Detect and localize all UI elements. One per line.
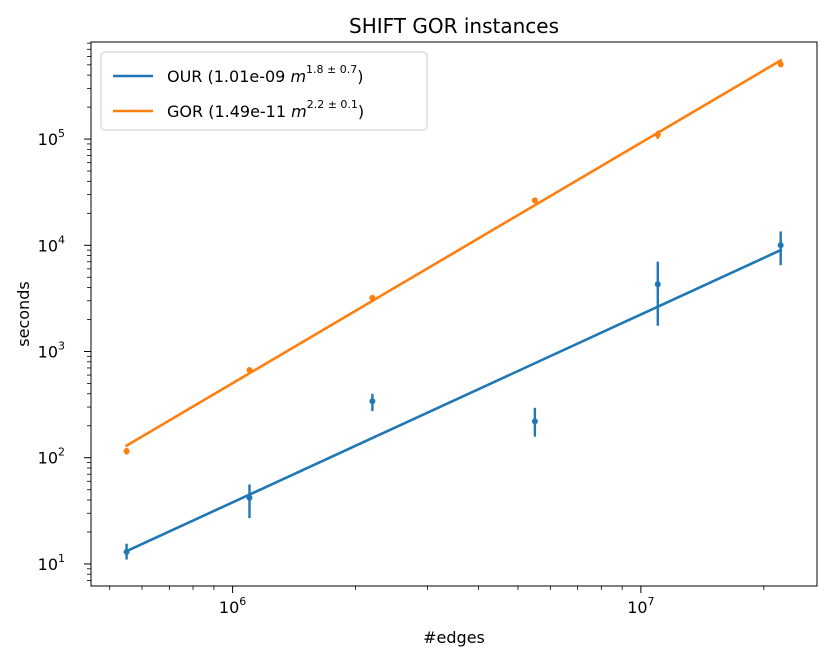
y-tick-label: 101 [38, 552, 65, 574]
ticks-layer: 106 107 101 102 103 104 105 [38, 42, 765, 617]
our-data-point [777, 242, 784, 249]
gor-data-point [369, 294, 376, 301]
gor-data-point [123, 448, 130, 455]
chart-title: SHIFT GOR instances [349, 14, 559, 38]
x-tick-label: 107 [627, 595, 654, 617]
legend-gor-label: GOR (1.49e-11 m2.2 ± 0.1) [167, 98, 364, 121]
y-tick-label: 104 [38, 233, 65, 255]
y-axis-label: seconds [14, 281, 33, 346]
series-gor [123, 58, 784, 455]
our-fit-line [124, 248, 783, 553]
legend-box [100, 51, 428, 131]
gor-data-point [654, 131, 661, 138]
y-tick-label: 102 [38, 446, 65, 468]
axes-frame [90, 41, 818, 587]
our-data-point [246, 494, 253, 501]
x-tick-label: 106 [219, 595, 246, 617]
gor-fit-line [124, 58, 783, 448]
our-data-point [531, 418, 538, 425]
gor-data-point [531, 197, 538, 204]
our-data-point [654, 281, 661, 288]
legend-our-label: OUR (1.01e-09 m1.8 ± 0.7) [167, 63, 363, 86]
gor-data-point [246, 366, 253, 373]
y-tick-label: 105 [38, 127, 65, 149]
series-layer [123, 58, 784, 560]
our-data-point [123, 548, 130, 555]
x-axis-label: #edges [423, 628, 485, 647]
y-tick-label: 103 [38, 340, 65, 362]
series-our [123, 231, 784, 560]
our-data-point [369, 398, 376, 405]
legend: OUR (1.01e-09 m1.8 ± 0.7) GOR (1.49e-11 m… [100, 51, 428, 131]
gor-data-point [777, 61, 784, 68]
